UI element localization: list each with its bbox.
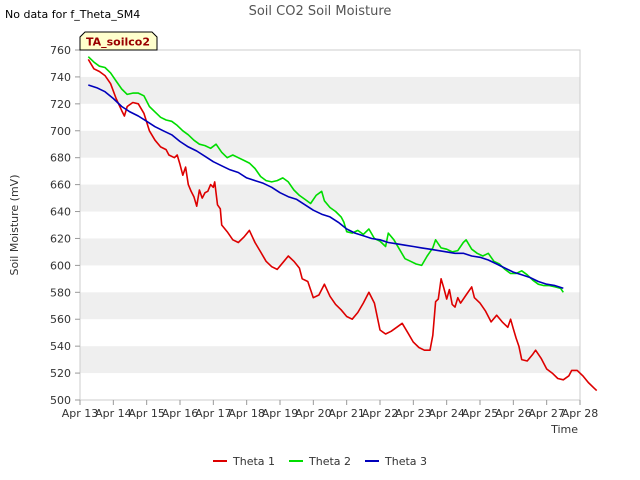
series-lines: [87, 56, 598, 392]
y-tick-label: 560: [50, 313, 71, 326]
no-data-note: No data for f_Theta_SM4: [5, 8, 140, 21]
x-tick-label: Apr 28: [562, 407, 599, 420]
y-tick-label: 600: [50, 259, 71, 272]
series-line-theta-1: [87, 58, 598, 392]
x-tick-label: Apr 25: [462, 407, 499, 420]
series-line-theta-3: [88, 84, 564, 290]
x-tick-label: Apr 22: [362, 407, 399, 420]
x-tick-label: Apr 15: [128, 407, 165, 420]
y-tick-label: 680: [50, 152, 71, 165]
y-tick-label: 640: [50, 206, 71, 219]
legend-label-theta-3: Theta 3: [384, 455, 427, 468]
site-label-badge: TA_soilco2: [79, 31, 158, 51]
x-tick-label: Apr 16: [162, 407, 199, 420]
y-tick-label: 740: [50, 71, 71, 84]
grid-band: [80, 130, 580, 158]
legend-label-theta-2: Theta 2: [308, 455, 351, 468]
plot-frame: [79, 49, 581, 401]
site-label-box: [79, 31, 158, 51]
x-tick-label: Apr 23: [395, 407, 432, 420]
y-tick-label: 620: [50, 232, 71, 245]
y-tick-label: 700: [50, 125, 71, 138]
x-tick-label: Apr 26: [495, 407, 532, 420]
y-tick-label: 500: [50, 394, 71, 407]
plot-background-bands: [80, 76, 580, 374]
chart-title: Soil CO2 Soil Moisture: [249, 4, 392, 19]
grid-band: [80, 238, 580, 266]
y-axis-ticks: 500 520 540 560 580 600 620 640 660 680 700 720 740 7…: [50, 44, 80, 407]
x-tick-label: Apr 27: [528, 407, 565, 420]
x-tick-label: Apr 13: [62, 407, 99, 420]
legend: Theta 1 Theta 2 Theta 3: [213, 455, 427, 468]
y-tick-label: 720: [50, 98, 71, 111]
series-line-theta-2: [87, 56, 564, 293]
x-tick-label: Apr 21: [328, 407, 365, 420]
x-tick-label: Apr 20: [295, 407, 332, 420]
y-axis-label: Soil Moisture (mV): [8, 175, 21, 276]
x-tick-label: Apr 18: [228, 407, 265, 420]
x-tick-label: Apr 19: [262, 407, 299, 420]
site-label-text: TA_soilco2: [86, 36, 150, 49]
y-tick-label: 660: [50, 179, 71, 192]
legend-label-theta-1: Theta 1: [232, 455, 275, 468]
x-axis-label: Time: [550, 423, 578, 436]
grid-band: [80, 76, 580, 104]
grid-band: [80, 346, 580, 374]
y-tick-label: 540: [50, 340, 71, 353]
x-tick-label: Apr 17: [195, 407, 232, 420]
x-tick-label: Apr 14: [95, 407, 132, 420]
y-tick-label: 520: [50, 367, 71, 380]
x-tick-label: Apr 24: [428, 407, 465, 420]
y-tick-label: 580: [50, 286, 71, 299]
y-tick-label: 760: [50, 44, 71, 57]
